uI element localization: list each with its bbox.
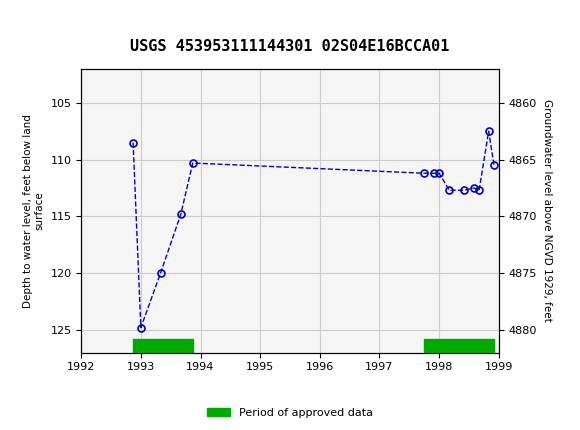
Text: USGS 453953111144301 02S04E16BCCA01: USGS 453953111144301 02S04E16BCCA01 <box>130 39 450 54</box>
Y-axis label: Groundwater level above NGVD 1929, feet: Groundwater level above NGVD 1929, feet <box>542 99 553 322</box>
Legend: Period of approved data: Period of approved data <box>203 403 377 422</box>
Text: ≡USGS: ≡USGS <box>17 17 72 35</box>
Y-axis label: Depth to water level, feet below land
surface: Depth to water level, feet below land su… <box>23 114 45 307</box>
